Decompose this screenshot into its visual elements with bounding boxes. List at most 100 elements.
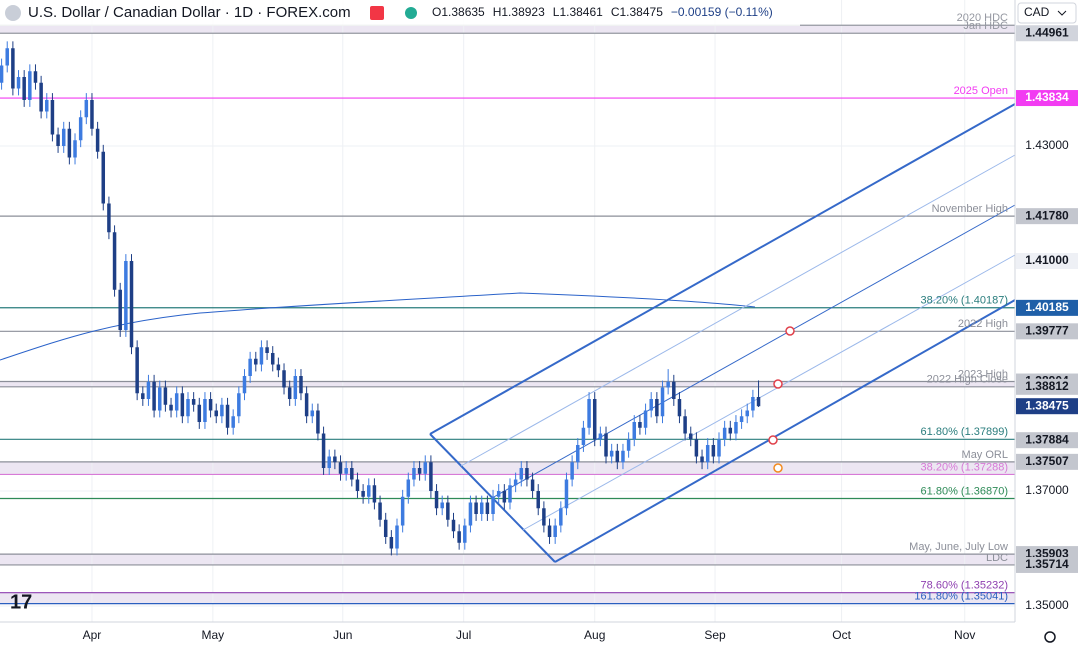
candle-body [700,456,704,463]
level-label: November High [932,203,1008,215]
x-tick-label: Aug [584,628,605,642]
candle-body [536,491,540,509]
candle-body [112,232,117,290]
level-label: 2022 High Close [927,374,1008,386]
candle-body [203,399,207,423]
candle-body [542,508,546,526]
candle-body [643,410,648,428]
candle-body [0,65,4,83]
price-label-box [1016,253,1078,270]
marker [768,435,778,445]
level-band [0,25,1015,34]
y-tick-label: 1.43000 [1025,138,1069,152]
candle-body [45,99,49,112]
candle-body [107,203,111,233]
level-band [0,592,1015,604]
candle-body [287,387,292,400]
level-label: Jan HDC [963,20,1008,32]
moving-average [0,292,756,361]
price-label-box [1016,378,1078,395]
candle-body [547,525,552,538]
candle-body [717,439,721,457]
candle-body [191,399,196,405]
candle-body [124,261,128,331]
candle-body [383,519,388,538]
currency-button[interactable] [1017,2,1077,24]
quote-value: O1.38635 [432,5,485,19]
candle-body [220,404,224,417]
candle-body [259,347,264,365]
flag-icon[interactable] [370,6,384,20]
x-tick-label: Oct [832,628,851,642]
candle-body [327,456,331,469]
dropdown-icon [1057,10,1067,16]
candle-body [621,450,625,463]
level-label: 78.60% (1.35232) [921,580,1008,592]
candle-body [118,289,122,331]
markers [768,326,795,473]
price-label: 1.35903 [1025,546,1069,560]
candle-body [756,396,761,407]
candle-body [530,479,535,492]
candle-body [135,347,139,394]
candle-body [208,399,213,411]
candle-body [84,99,89,118]
candle-body [11,48,15,89]
candle-body [672,381,676,400]
candle-body [564,479,569,509]
candle-body [372,485,377,503]
channel-upper [429,103,1016,435]
candle-body [22,76,26,100]
candle-body [78,117,83,141]
channel-inner [460,154,1016,467]
header-bg [0,0,800,26]
candle-body [689,433,693,440]
candle-body [28,71,32,100]
candle-body [417,468,422,474]
candle-body [598,433,603,440]
marker [785,326,795,336]
level-band [0,461,1015,475]
candle-body [389,537,394,549]
status-icon [405,7,417,19]
candle-body [248,358,252,377]
price-label: 1.44961 [1025,25,1069,39]
candle-body [50,99,55,135]
y-tick-label: 1.37000 [1025,483,1069,497]
quote: O1.38635 H1.38923 L1.38461 C1.38475 −0.00159… [432,5,773,19]
candle-body [90,99,94,129]
candle-body [39,82,43,112]
candle-body [615,450,620,463]
grid [0,0,1015,622]
price-label: 1.41780 [1025,208,1069,222]
settings-icon[interactable] [1044,631,1056,643]
price-label-box [1016,208,1078,225]
candle-body [367,485,371,497]
candle-body [174,393,179,411]
candle-body [660,387,665,417]
candle-body [502,491,507,503]
candle-body [457,531,461,543]
candle-body [129,261,134,348]
candle-body [683,416,687,434]
candle-body [468,502,473,526]
candle-body [559,508,563,526]
candle-body [655,399,659,417]
level-label: 2020 HDC [957,12,1008,24]
candle-body [293,376,298,400]
candle-body [491,496,495,515]
candle-body [604,433,608,457]
candle-body [378,502,382,520]
level-band [0,554,1015,565]
candle-body [638,422,642,428]
candle-body [626,439,631,451]
candle-body [395,525,399,549]
candle-body [265,347,269,354]
candle-body [225,404,230,428]
candle-body [254,358,258,365]
candle-body [728,427,733,434]
level-label: 2022 High [958,318,1008,330]
candle-body [451,519,456,532]
